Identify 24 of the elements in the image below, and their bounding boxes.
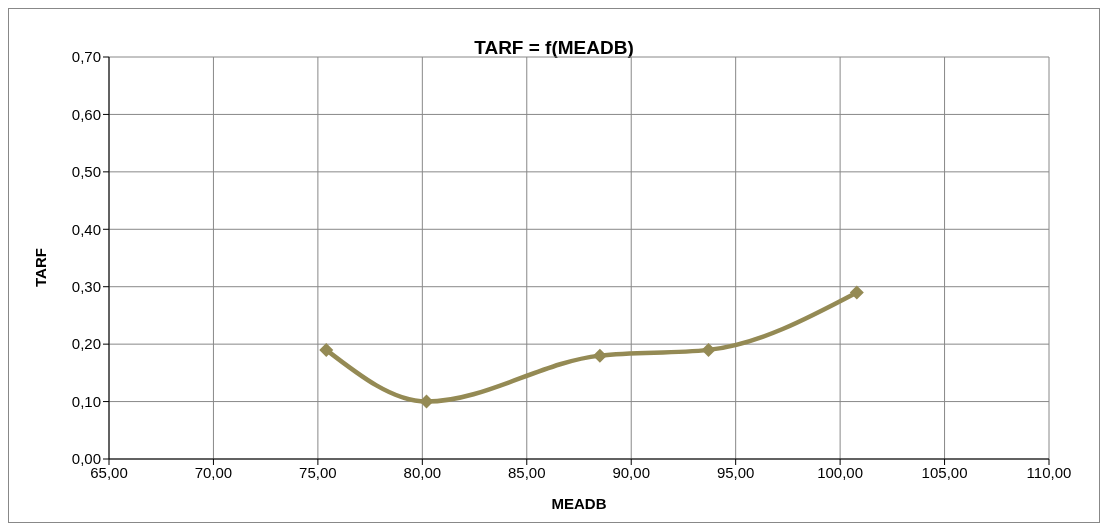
point xyxy=(849,285,864,300)
x-axis-title: MEADB xyxy=(551,495,607,512)
y-tick-label: 0,20 xyxy=(71,335,101,353)
y-tick-label: 0,30 xyxy=(71,278,101,296)
point xyxy=(319,342,334,357)
point xyxy=(419,394,434,409)
x-tick-label: 110,00 xyxy=(1026,463,1072,481)
chart-title: TARF = f(MEADB) xyxy=(474,37,634,58)
point xyxy=(701,342,716,357)
x-tick-label: 95,00 xyxy=(716,463,755,481)
x-tick-label: 70,00 xyxy=(194,463,233,481)
y-tick-label: 0,50 xyxy=(71,163,101,181)
y-tick-label: 0,40 xyxy=(71,220,101,238)
x-tick-label: 75,00 xyxy=(299,463,337,481)
y-axis-title: TARF xyxy=(31,248,49,287)
x-tick-label: 85,00 xyxy=(508,463,546,481)
x-tick-label: 105,00 xyxy=(921,463,968,481)
y-tick-label: 0,60 xyxy=(71,105,101,123)
y-tick-label: 0,10 xyxy=(71,392,101,410)
point xyxy=(592,348,607,363)
y-tick-label: 0,70 xyxy=(71,48,101,66)
x-tick-label: 90,00 xyxy=(612,463,650,481)
x-tick-label: 80,00 xyxy=(403,463,442,481)
x-tick-label: 100,00 xyxy=(817,463,864,481)
